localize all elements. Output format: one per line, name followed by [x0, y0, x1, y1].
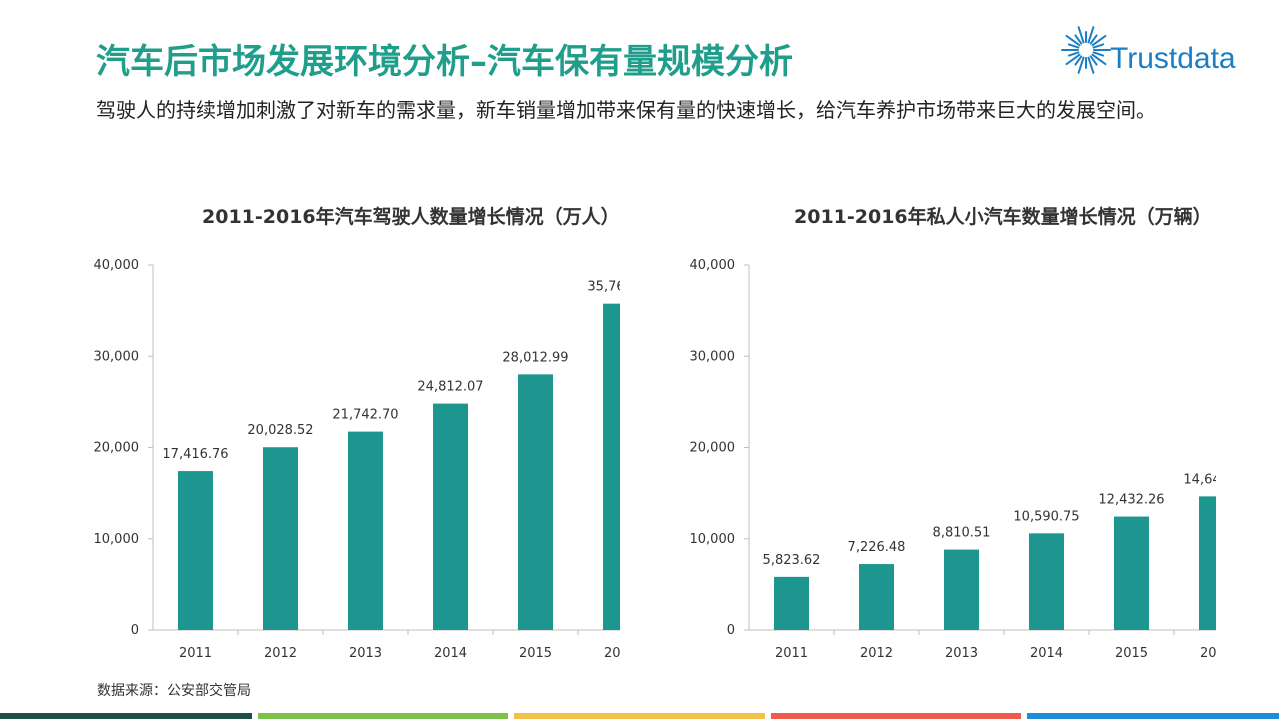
x-tick-label-2015: 2015	[519, 646, 552, 661]
value-label-2012: 20,028.52	[247, 423, 313, 438]
logo-ray	[1074, 34, 1083, 45]
value-label-2016: 35,762.03	[587, 280, 620, 295]
bottom-bar-5	[1027, 713, 1279, 719]
x-tick-label-2016: 2016	[1200, 646, 1216, 661]
bar-2011	[178, 471, 213, 630]
x-tick-label-2011: 2011	[179, 646, 212, 661]
bottom-bar-4	[771, 713, 1021, 719]
y-tick-label: 20,000	[690, 441, 736, 456]
value-label-2012: 7,226.48	[848, 540, 906, 555]
value-label-2011: 5,823.62	[763, 553, 821, 568]
chart-title-private-cars: 2011-2016年私人小汽车数量增长情况（万辆）	[794, 206, 1212, 228]
bar-2011	[774, 576, 809, 630]
logo-ray	[1065, 53, 1081, 66]
page-subtitle: 驾驶人的持续增加刺激了对新车的需求量，新车销量增加带来保有量的快速增长，给汽车养…	[96, 98, 1156, 122]
starburst-icon	[1061, 26, 1111, 74]
x-tick-label-2013: 2013	[945, 646, 978, 661]
y-tick-label: 30,000	[690, 349, 736, 364]
value-label-2013: 21,742.70	[332, 408, 398, 423]
y-tick-label: 20,000	[94, 441, 140, 456]
value-label-2013: 8,810.51	[933, 526, 991, 541]
y-tick-label: 40,000	[94, 258, 140, 273]
bar-2012	[859, 564, 894, 630]
bar-2014	[1029, 533, 1064, 630]
x-tick-label-2011: 2011	[775, 646, 808, 661]
x-tick-label-2016: 2016	[604, 646, 620, 661]
y-tick-label: 10,000	[94, 532, 140, 547]
logo-wordmark: Trustdata	[1110, 42, 1236, 75]
logo-ray	[1089, 34, 1098, 45]
x-tick-label-2014: 2014	[434, 646, 467, 661]
logo-ray	[1087, 26, 1095, 44]
logo-ray	[1067, 43, 1080, 49]
value-label-2011: 17,416.76	[162, 447, 228, 462]
logo-ray	[1074, 55, 1083, 66]
drivers-bar-chart: 0 10,000 20,000 30,000 40,000 17,416.76 2011 20…	[94, 258, 620, 661]
logo-ray	[1077, 26, 1085, 44]
value-label-2015: 28,012.99	[502, 350, 568, 365]
x-tick-label-2015: 2015	[1115, 646, 1148, 661]
value-label-2016: 14,643.00	[1183, 472, 1216, 487]
value-label-2015: 12,432.26	[1098, 493, 1164, 508]
logo-ray	[1065, 34, 1081, 47]
x-tick-label-2013: 2013	[349, 646, 382, 661]
y-tick-label: 0	[727, 623, 735, 638]
chart-title-drivers: 2011-2016年汽车驾驶人数量增长情况（万人）	[202, 206, 620, 228]
y-tick-label: 30,000	[94, 349, 140, 364]
page-title: 汽车后市场发展环境分析–汽车保有量规模分析	[96, 42, 793, 82]
bar-2016	[1199, 496, 1216, 630]
x-tick-label-2012: 2012	[860, 646, 893, 661]
bar-2015	[1114, 516, 1149, 630]
y-tick-label: 40,000	[690, 258, 736, 273]
bottom-bar-1	[0, 713, 252, 719]
bar-2013	[348, 431, 383, 630]
bar-2013	[944, 549, 979, 630]
bottom-bar-2	[258, 713, 508, 719]
value-label-2014: 24,812.07	[417, 380, 483, 395]
logo-ray	[1091, 34, 1107, 47]
y-tick-label: 10,000	[690, 532, 736, 547]
logo-ray	[1077, 56, 1085, 74]
bar-2014	[433, 403, 468, 630]
private-cars-bar-chart: 0 10,000 20,000 30,000 40,000 5,823.62 2011 7,2…	[690, 258, 1216, 661]
logo-ray	[1087, 56, 1095, 74]
y-tick-label: 0	[131, 623, 139, 638]
logo-ray	[1092, 43, 1105, 49]
logo-ray	[1092, 51, 1105, 57]
logo-ray	[1091, 53, 1107, 66]
logo-ray	[1067, 51, 1080, 57]
trustdata-logo: Trustdata	[1058, 16, 1268, 86]
bottom-bar-3	[514, 713, 765, 719]
value-label-2014: 10,590.75	[1013, 509, 1079, 524]
bar-2015	[518, 374, 553, 630]
source-note: 数据来源：公安部交管局	[97, 683, 251, 699]
bar-2012	[263, 447, 298, 630]
bar-2016	[603, 303, 620, 630]
x-tick-label-2012: 2012	[264, 646, 297, 661]
logo-ray	[1089, 55, 1098, 66]
x-tick-label-2014: 2014	[1030, 646, 1063, 661]
